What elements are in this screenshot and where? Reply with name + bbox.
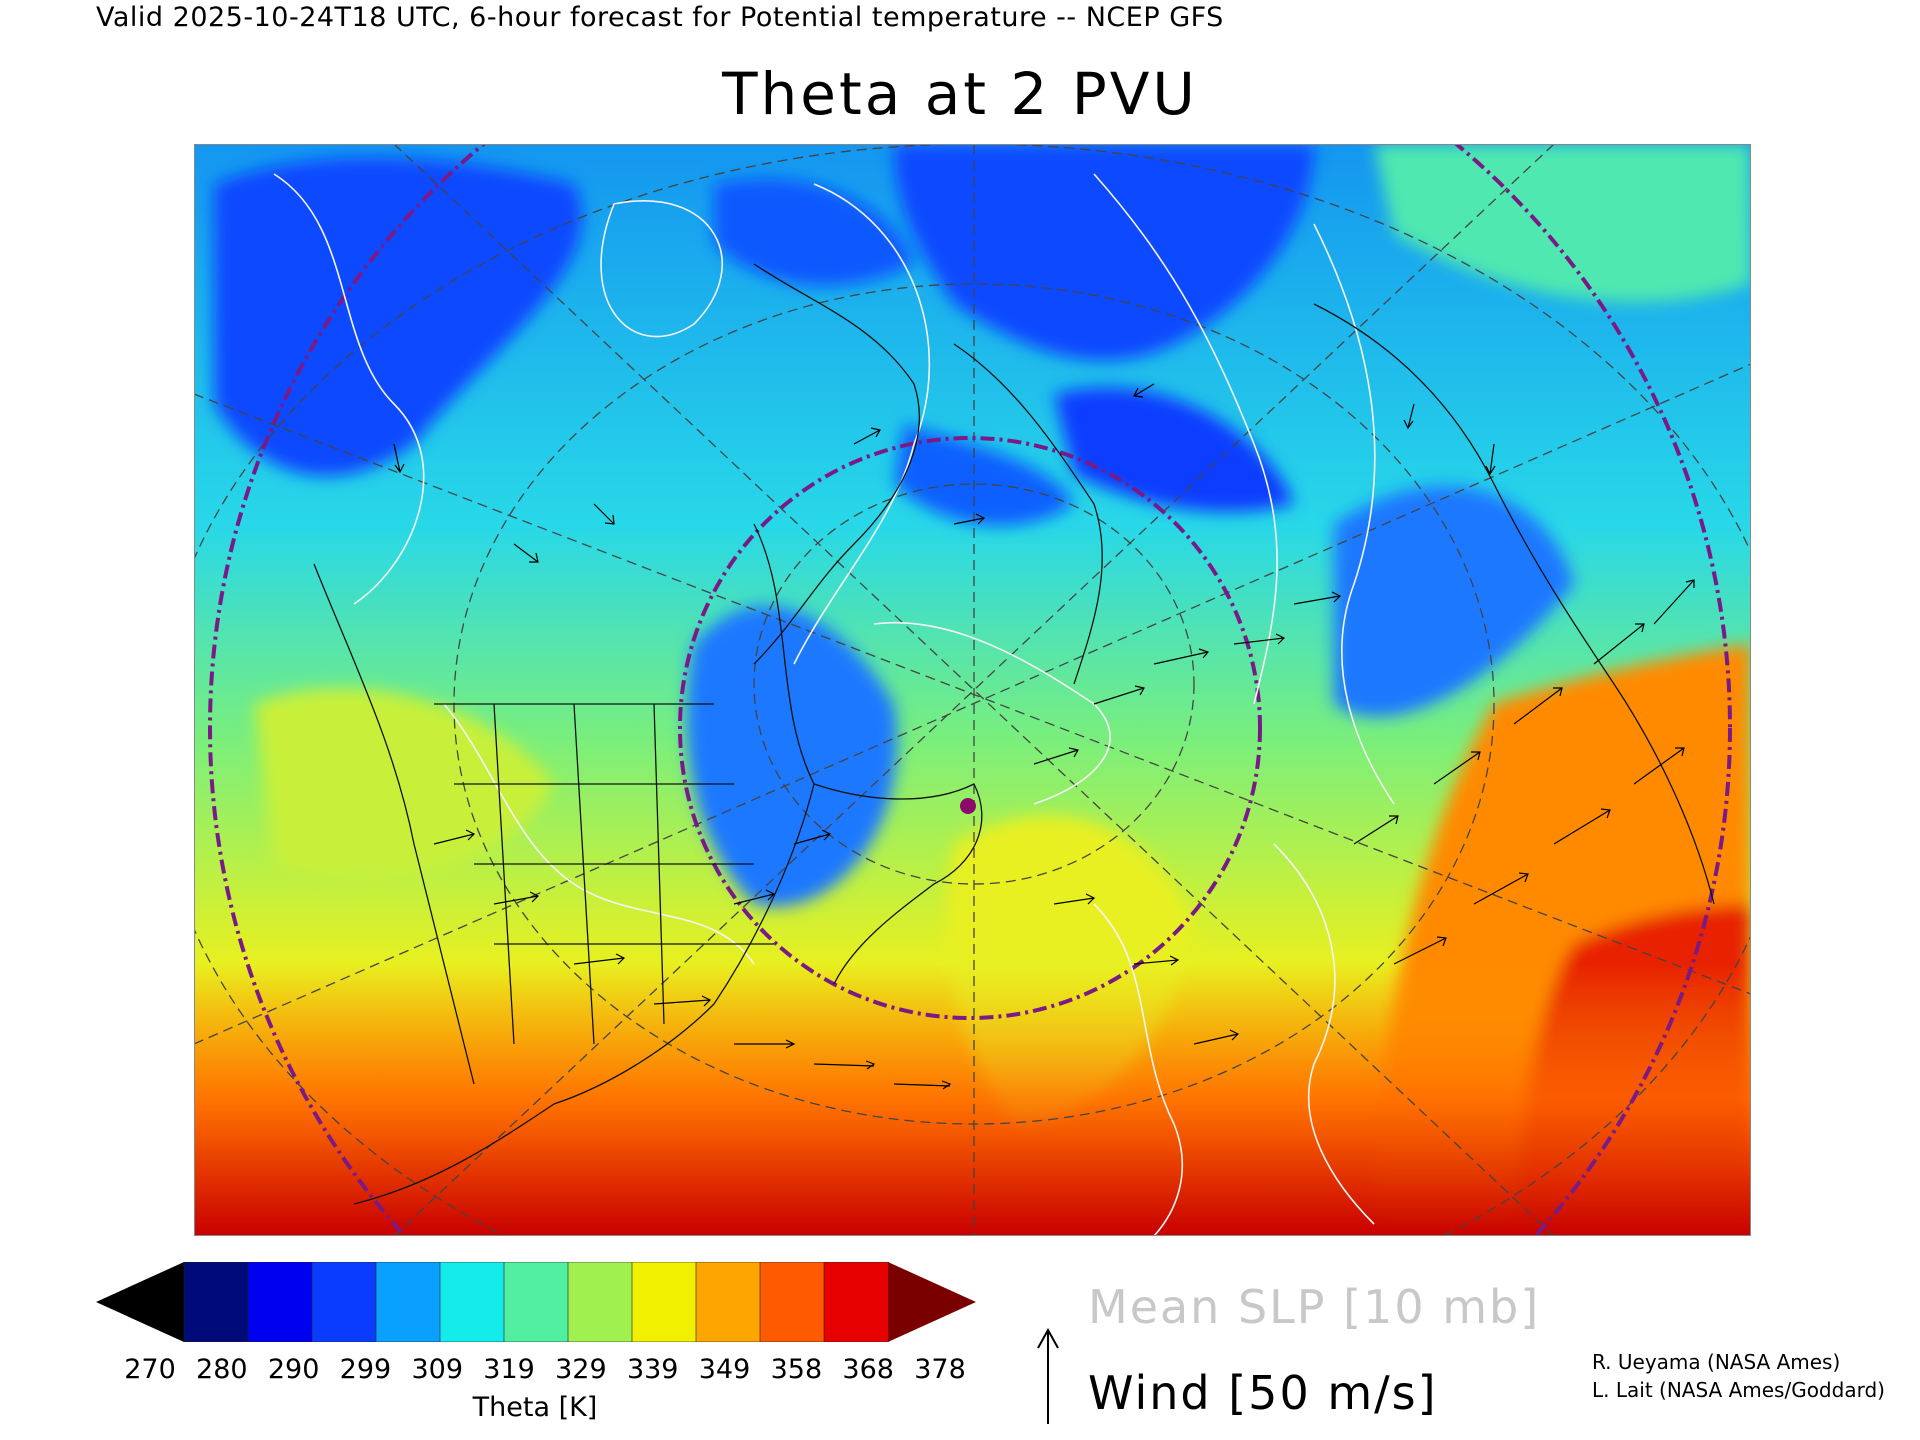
colorbar-segments [183,1262,889,1342]
colorbar-tick: 319 [483,1354,535,1385]
colorbar-segment [567,1262,633,1342]
wind-reference-arrow [1037,1327,1059,1424]
wind-vectors [393,383,1695,1090]
colorbar-tick: 299 [339,1354,392,1385]
credit-line-1: R. Ueyama (NASA Ames) [1592,1350,1841,1374]
colorbar-tick: 378 [914,1354,966,1385]
colorbar-segment [311,1262,377,1342]
colorbar-tick: 368 [842,1354,894,1385]
station-marker [960,798,976,814]
region-circles [208,144,1732,1236]
theta-field-warm-band [194,964,1751,1236]
colorbar-label: Theta [K] [472,1392,598,1423]
theta-colorbar [96,1262,976,1342]
wind-legend-label: Wind [50 m/s] [1088,1366,1438,1420]
credit-line-2: L. Lait (NASA Ames/Goddard) [1592,1378,1885,1402]
colorbar-segment [631,1262,697,1342]
colorbar-tick: 329 [555,1354,607,1385]
colorbar-tick: 290 [267,1354,320,1385]
colorbar-segment [375,1262,441,1342]
colorbar-segment [183,1262,249,1342]
colorbar-tick: 358 [770,1354,823,1385]
slp-contours [273,173,1395,1236]
colorbar-tick: 349 [698,1354,751,1385]
colorbar-segment [823,1262,889,1342]
colorbar-segment [759,1262,825,1342]
colorbar-segment [247,1262,313,1342]
slp-legend-label: Mean SLP [10 mb] [1088,1280,1541,1334]
colorbar-tick: 270 [124,1354,176,1385]
colorbar-low-cap [96,1262,184,1342]
theta-map [194,144,1751,1236]
map-title: Theta at 2 PVU [722,60,1198,128]
colorbar-tick: 280 [196,1354,248,1385]
colorbar-segment [695,1262,761,1342]
colorbar-segment [503,1262,569,1342]
colorbar-tick-labels: 270 280 290 299 309 319 329 339 349 358 368 378 [124,1354,966,1388]
map-frame [194,144,1751,1236]
colorbar-high-cap [888,1262,976,1342]
coastlines [313,263,1715,1205]
colorbar-tick: 339 [626,1354,679,1385]
colorbar-tick: 309 [411,1354,464,1385]
colorbar-segment [439,1262,505,1342]
valid-time-header: Valid 2025-10-24T18 UTC, 6-hour forecast… [96,2,1224,33]
